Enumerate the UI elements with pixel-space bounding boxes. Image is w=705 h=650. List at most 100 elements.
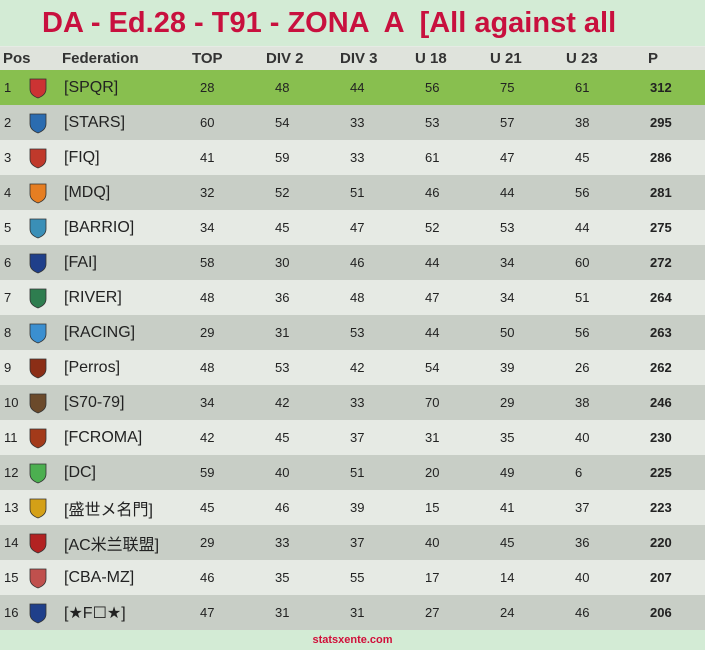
federation-name: [RIVER]	[64, 288, 122, 306]
score: 40	[575, 570, 590, 585]
logo-shape	[29, 498, 47, 519]
score: 59	[200, 465, 215, 480]
score: 263	[650, 325, 672, 340]
score: 33	[275, 535, 290, 550]
logo-shape	[29, 148, 47, 169]
score: 6	[575, 465, 583, 480]
score: 42	[275, 395, 290, 410]
score: 46	[425, 185, 440, 200]
score: 45	[275, 430, 290, 445]
score: 34	[200, 220, 215, 235]
score: 54	[275, 115, 290, 130]
score: 53	[425, 115, 440, 130]
federation-name: [FCROMA]	[64, 428, 143, 446]
score: 42	[200, 430, 215, 445]
score: 56	[425, 80, 440, 95]
score: 45	[575, 150, 590, 165]
logo-shape	[29, 78, 47, 99]
logo-shape	[29, 393, 47, 414]
logo-shape	[29, 463, 47, 484]
score: 275	[650, 220, 672, 235]
position: 11	[4, 430, 18, 445]
score: 56	[575, 185, 590, 200]
score: 46	[575, 605, 590, 620]
score: 45	[200, 500, 215, 515]
score: 272	[650, 255, 672, 270]
score: 33	[350, 115, 365, 130]
table-row: 11 [FCROMA] 42 45 37 31 35 40 230	[0, 420, 705, 455]
federation-name: [Perros]	[64, 358, 121, 376]
position: 1	[4, 80, 12, 95]
score: 54	[425, 360, 440, 375]
team-logo	[29, 533, 47, 554]
score: 33	[350, 395, 365, 410]
federation-name: [STARS]	[64, 113, 126, 131]
score: 55	[350, 570, 365, 585]
score: 44	[575, 220, 590, 235]
federation-name: [MDQ]	[64, 183, 111, 201]
team-logo	[29, 78, 47, 99]
score: 37	[575, 500, 590, 515]
position: 4	[4, 185, 12, 200]
table-row: 3 [FIQ] 41 59 33 61 47 45 286	[0, 140, 705, 175]
position: 2	[4, 115, 12, 130]
score: 262	[650, 360, 672, 375]
federation-name: [SPQR]	[64, 78, 119, 96]
score: 27	[425, 605, 440, 620]
score: 38	[575, 395, 590, 410]
score: 17	[425, 570, 440, 585]
score: 39	[350, 500, 365, 515]
score: 31	[425, 430, 440, 445]
score: 230	[650, 430, 672, 445]
score: 38	[575, 115, 590, 130]
logo-shape	[29, 288, 47, 309]
table-row: 16 [★F☐★] 47 31 31 27 24 46 206	[0, 595, 705, 630]
team-logo	[29, 323, 47, 344]
score: 41	[500, 500, 515, 515]
team-logo	[29, 568, 47, 589]
score: 295	[650, 115, 672, 130]
score: 28	[200, 80, 215, 95]
score: 34	[500, 255, 515, 270]
score: 53	[275, 360, 290, 375]
logo-shape	[29, 568, 47, 589]
federation-name: [AC米兰联盟]	[64, 536, 160, 554]
score: 53	[350, 325, 365, 340]
table-row: 4 [MDQ] 32 52 51 46 44 56 281	[0, 175, 705, 210]
team-logo	[29, 428, 47, 449]
score: 47	[500, 150, 515, 165]
federation-name: [RACING]	[64, 323, 136, 341]
footer-link[interactable]: statsxente.com	[0, 630, 705, 650]
table-row: 12 [DC] 59 40 51 20 49 6 225	[0, 455, 705, 490]
position: 16	[4, 605, 19, 620]
score: 52	[425, 220, 440, 235]
score: 56	[575, 325, 590, 340]
score: 31	[350, 605, 365, 620]
score: 50	[500, 325, 515, 340]
score: 40	[575, 430, 590, 445]
table-row: 9 [Perros] 48 53 42 54 39 26 262	[0, 350, 705, 385]
score: 31	[275, 325, 290, 340]
score: 53	[500, 220, 515, 235]
score: 44	[425, 255, 440, 270]
score: 29	[500, 395, 515, 410]
team-logo	[29, 148, 47, 169]
column-header: U 21	[490, 50, 522, 67]
table-row: 5 [BARRIO] 34 45 47 52 53 44 275	[0, 210, 705, 245]
team-logo	[29, 463, 47, 484]
column-header: P	[648, 50, 659, 67]
logo-shape	[29, 358, 47, 379]
federation-name: [DC]	[64, 463, 96, 481]
score: 264	[650, 290, 672, 305]
team-logo	[29, 358, 47, 379]
score: 48	[275, 80, 290, 95]
score: 58	[200, 255, 215, 270]
position: 13	[4, 500, 19, 515]
header-row: Pos Federation TOP DIV 2 DIV 3 U 18 U 21 U 23 P	[0, 47, 705, 70]
logo-shape	[29, 323, 47, 344]
score: 30	[275, 255, 290, 270]
score: 40	[425, 535, 440, 550]
score: 61	[425, 150, 440, 165]
logo-shape	[29, 428, 47, 449]
column-header: U 18	[415, 50, 447, 67]
